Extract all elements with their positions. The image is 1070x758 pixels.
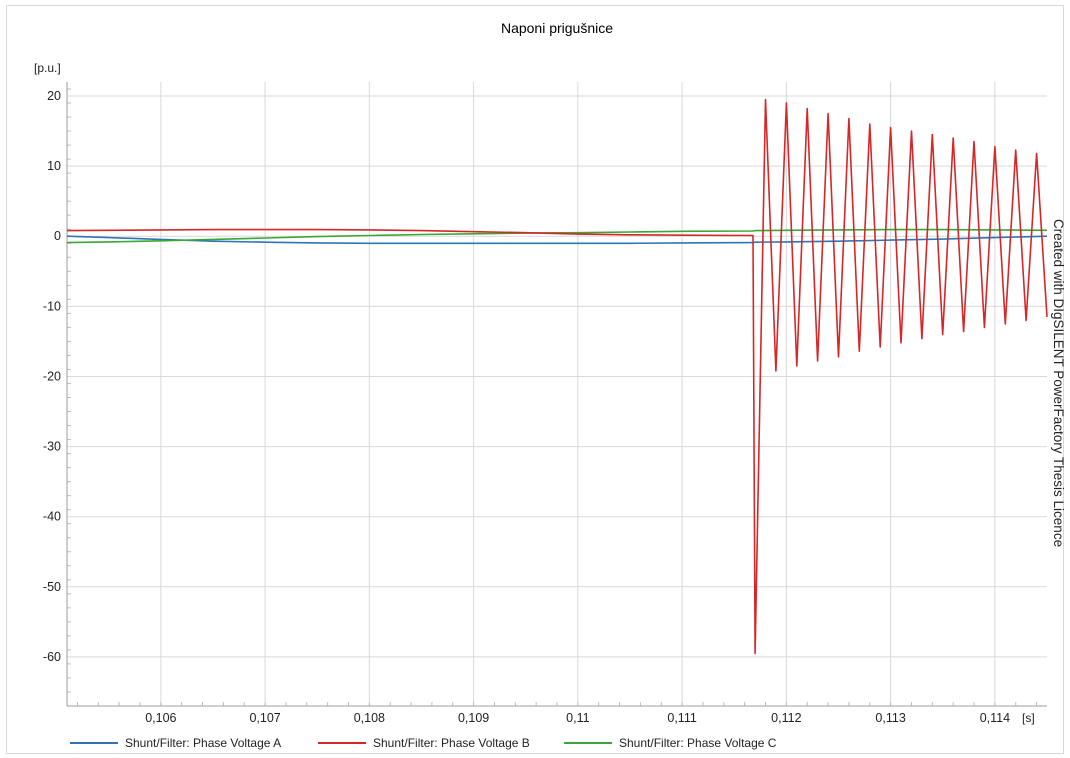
x-axis-unit-label: [s]: [1022, 711, 1035, 725]
y-tick-label: -30: [43, 440, 61, 454]
legend[interactable]: Shunt/Filter: Phase Voltage A Shunt/Filte…: [70, 736, 777, 750]
y-tick-label: -50: [43, 580, 61, 594]
legend-label: Shunt/Filter: Phase Voltage B: [373, 736, 530, 750]
y-tick-label: -20: [43, 369, 61, 383]
chart-title: Naponi prigušnice: [501, 20, 613, 36]
x-tick-label: 0,106: [145, 711, 176, 725]
y-tick-label: 0: [54, 229, 61, 243]
x-tick-label: 0,114: [980, 711, 1010, 725]
series-lines: [66, 98, 1048, 655]
x-tick-label: 0,11: [566, 711, 589, 725]
series-line-1: [66, 235, 1048, 245]
x-tick-label: 0,112: [771, 711, 801, 725]
x-tick-label: 0,111: [667, 711, 696, 725]
x-tick-label: 0,109: [458, 711, 489, 725]
y-tick-label: -40: [43, 510, 61, 524]
grid: [67, 82, 1047, 706]
series-line-2: [66, 98, 1048, 655]
y-tick-label: 10: [47, 159, 61, 173]
y-tick-label: 20: [47, 89, 61, 103]
legend-label: Shunt/Filter: Phase Voltage C: [619, 736, 777, 750]
y-tick-label: -10: [43, 299, 61, 313]
y-tick-label: -60: [43, 650, 61, 664]
x-tick-label: 0,108: [354, 711, 385, 725]
y-axis-unit-label: [p.u.]: [34, 61, 61, 75]
x-tick-label: 0,107: [249, 711, 280, 725]
axes: 20 10 0 -10 -20 -30 -40 -50 -60 0,106 0,107 0,108 0,…: [43, 82, 1047, 725]
series-line-3: [66, 228, 1048, 244]
x-tick-label: 0,113: [875, 711, 905, 725]
watermark-text: Created with DIgSILENT PowerFactory Thes…: [1051, 219, 1066, 547]
legend-label: Shunt/Filter: Phase Voltage A: [125, 736, 281, 750]
chart-frame: [6, 5, 1064, 754]
